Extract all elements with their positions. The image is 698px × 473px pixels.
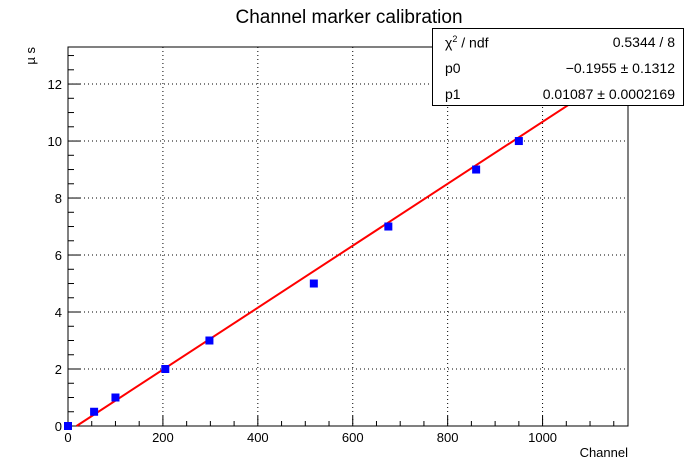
chi-symbol: χ bbox=[445, 34, 453, 51]
stats-value-p0: −0.1955 ± 0.1312 bbox=[565, 60, 675, 76]
data-point bbox=[90, 407, 99, 416]
fit-line bbox=[75, 65, 629, 427]
stats-key-chi2: χ2 / ndf bbox=[445, 34, 489, 51]
data-point bbox=[472, 165, 481, 174]
y-tick-label: 4 bbox=[55, 305, 62, 320]
x-tick-label: 0 bbox=[64, 430, 71, 445]
data-point bbox=[205, 336, 214, 345]
y-tick-label: 10 bbox=[48, 134, 62, 149]
data-point bbox=[514, 137, 523, 146]
x-tick-label: 600 bbox=[342, 430, 364, 445]
chi-superscript: 2 bbox=[452, 34, 458, 44]
y-tick-label: 12 bbox=[48, 77, 62, 92]
x-tick-label: 200 bbox=[152, 430, 174, 445]
data-point bbox=[111, 393, 120, 402]
fit-stats-box: χ2 / ndf 0.5344 / 8 p0 −0.1955 ± 0.1312 … bbox=[432, 28, 684, 106]
x-axis-title: Channel bbox=[580, 445, 629, 460]
fit-line-group bbox=[75, 65, 629, 427]
chart-title: Channel marker calibration bbox=[235, 7, 462, 28]
data-point bbox=[161, 365, 170, 374]
stats-value-chi2: 0.5344 / 8 bbox=[612, 34, 675, 50]
y-axis-title: µ s bbox=[23, 47, 38, 65]
axes: 0 200 400 600 800 1000 0 2 4 6 8 10 12 bbox=[48, 55, 615, 445]
stats-key-p0: p0 bbox=[445, 60, 461, 76]
x-tick-label: 1000 bbox=[528, 430, 557, 445]
y-tick-label: 8 bbox=[55, 191, 62, 206]
data-points bbox=[64, 137, 523, 430]
data-point bbox=[384, 222, 393, 231]
y-tick-label: 2 bbox=[55, 362, 62, 377]
stats-key-p1: p1 bbox=[445, 86, 461, 102]
data-point bbox=[309, 279, 318, 288]
stats-row-p1: p1 0.01087 ± 0.0002169 bbox=[433, 83, 683, 109]
data-point bbox=[64, 422, 72, 430]
plot-frame bbox=[67, 46, 629, 427]
x-tick-label: 400 bbox=[247, 430, 269, 445]
y-tick-label: 6 bbox=[55, 248, 62, 263]
stats-row-p0: p0 −0.1955 ± 0.1312 bbox=[433, 57, 683, 83]
stats-value-p1: 0.01087 ± 0.0002169 bbox=[542, 86, 675, 102]
chi-ndf-label: / ndf bbox=[457, 34, 489, 51]
y-tick-label: 0 bbox=[55, 419, 62, 434]
x-tick-label: 800 bbox=[437, 430, 459, 445]
stats-row-chi2: χ2 / ndf 0.5344 / 8 bbox=[433, 31, 683, 57]
grid bbox=[68, 47, 628, 426]
